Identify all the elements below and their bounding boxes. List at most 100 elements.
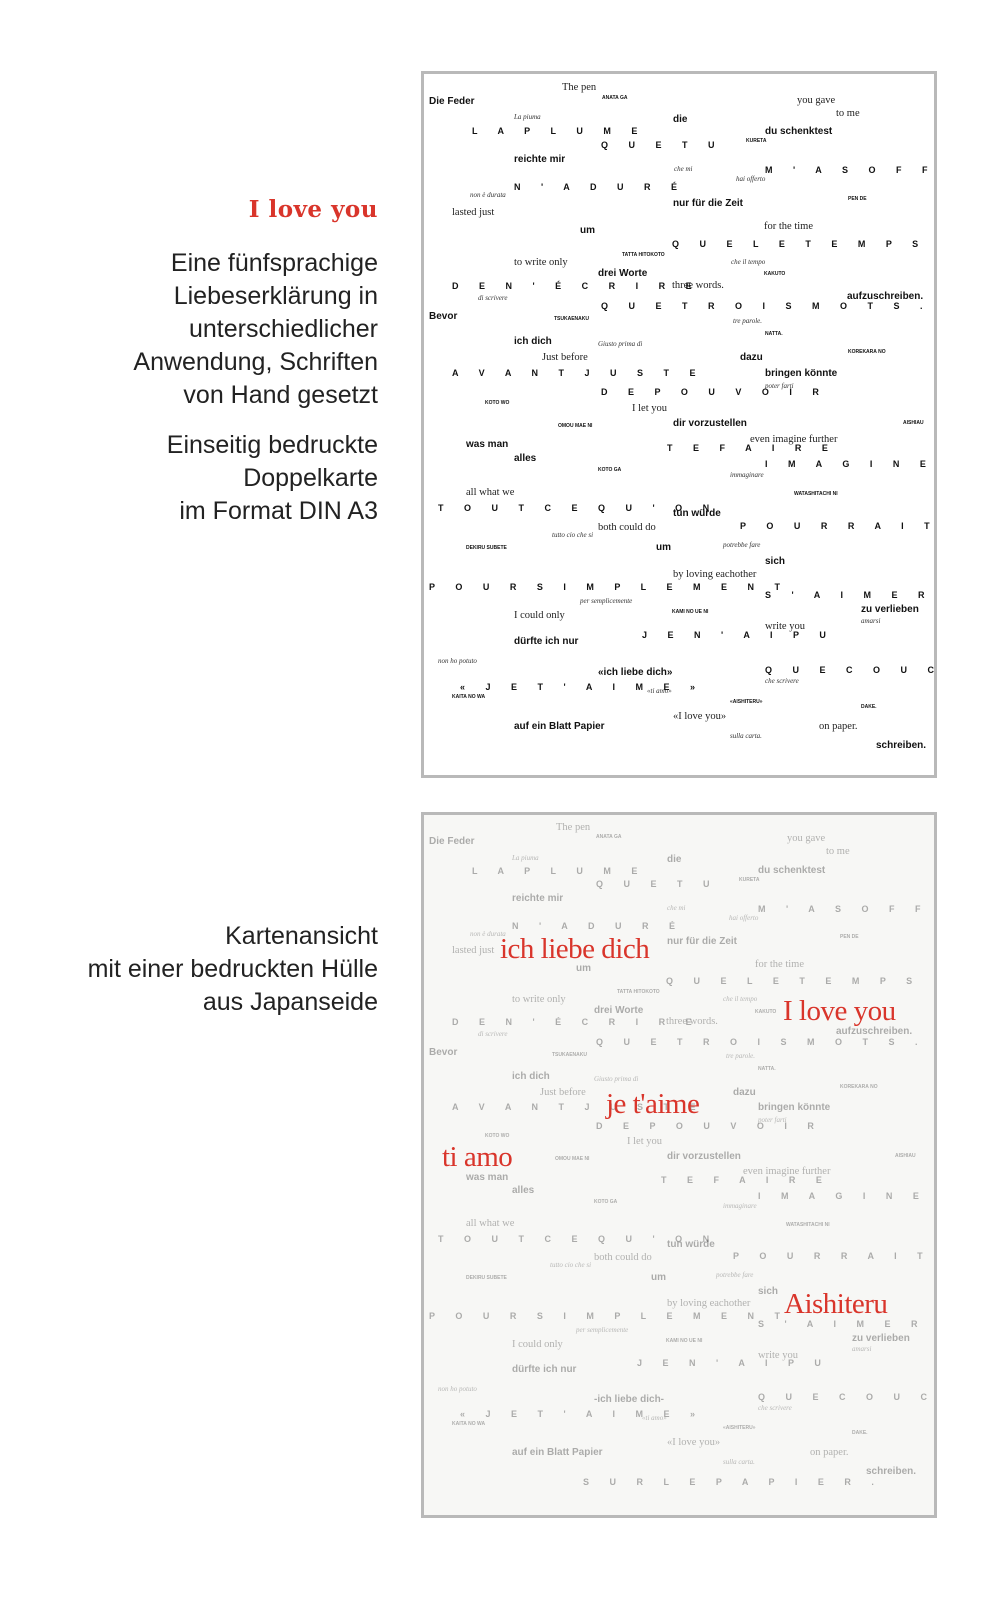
format-text: Einseitig bedruckte Doppelkarte im Forma… <box>167 429 378 528</box>
card-word: DAKE. <box>861 704 877 710</box>
card-word: on paper. <box>819 721 858 732</box>
card-word: per semplicemente <box>580 597 633 605</box>
card-word: both could do <box>598 522 656 533</box>
card-word: per semplicemente <box>576 1326 629 1334</box>
card-word: KOTO GA <box>598 467 622 473</box>
card-word: amarsi <box>852 1345 872 1353</box>
title-i-love-you: I love you <box>248 196 378 223</box>
card-word: sulla carta. <box>730 732 762 740</box>
card-word: tre parole. <box>726 1052 756 1060</box>
card-word: AISHIAU <box>895 1153 916 1159</box>
card-word: A V A N T J U S T E <box>452 368 705 378</box>
card-word: bringen könnte <box>765 368 838 379</box>
card-word: Q U E T U <box>596 879 719 889</box>
card-word: T O U T C E Q U ' O N <box>438 1234 719 1244</box>
description-line: Anwendung, Schriften <box>133 348 378 376</box>
card-word: M ' A S O F F E R T E <box>765 165 937 175</box>
card-word: L A P L U M E <box>472 126 647 136</box>
card-word: KOTO WO <box>485 1133 510 1139</box>
overlay-love-phrase: je t'aime <box>606 1088 700 1120</box>
card-word: WATASHITACHI NI <box>794 491 838 497</box>
card-word: du schenktest <box>758 865 826 876</box>
card-word: Bevor <box>429 1047 458 1058</box>
view-line: mit einer bedruckten Hülle <box>87 955 378 983</box>
card-word: -ich liebe dich- <box>594 1394 665 1405</box>
card-word: ich dich <box>514 336 552 347</box>
card-word: dazu <box>740 352 763 363</box>
card-word: Just before <box>540 1087 586 1098</box>
card-word: sich <box>758 1286 779 1297</box>
card-word: M ' A S O F F E R T E <box>758 904 934 914</box>
card-word: nur für die Zeit <box>673 198 743 209</box>
card-word: T E F A I R E <box>667 443 837 453</box>
card-word: even imagine further <box>743 1166 831 1177</box>
description-line: Eine fünfsprachige <box>170 249 378 277</box>
card-word: che scrivere <box>758 1404 792 1412</box>
card-word: Just before <box>542 352 588 363</box>
card-title: I love you <box>249 196 378 223</box>
card-word: hai offerto <box>729 914 759 922</box>
card-word: zu verlieben <box>852 1333 910 1344</box>
card-word: di scrivere <box>478 1030 508 1038</box>
card-word: DAKE. <box>852 1430 868 1436</box>
card-word: nur für die Zeit <box>667 936 737 947</box>
overlay-love-phrase: ich liebe dich <box>500 933 650 965</box>
card-word: J E N ' A I P U <box>637 1358 830 1368</box>
card-word: schreiben. <box>866 1466 917 1477</box>
card-word: P O U R S I M P L E M E N T <box>429 1311 790 1321</box>
card-word: L A P L U M E <box>472 866 647 876</box>
card-word: drei Worte <box>594 1005 644 1016</box>
card-word: «I love you» <box>667 1437 721 1448</box>
card-word: KOREKARA NO <box>848 349 886 355</box>
card-word: La piuma <box>514 113 541 121</box>
card-word: T E F A I R E <box>661 1175 831 1185</box>
card-word: Q U E C O U C H E R <box>765 665 934 675</box>
card-word: KAKUTO <box>764 271 786 277</box>
card-word: I M A G I N E R <box>758 1191 937 1201</box>
card-word: KURETA <box>746 138 767 144</box>
card-word: KOTO GA <box>594 1199 618 1205</box>
card-word: S U R L E P A P I E R . <box>583 1477 883 1487</box>
card-word: PEN DE <box>840 934 859 940</box>
card-word: dazu <box>733 1087 756 1098</box>
card-word: auf ein Blatt Papier <box>514 721 605 732</box>
card-word: I let you <box>627 1136 662 1147</box>
card-word: um <box>580 225 595 236</box>
card-word: «AISHITERU» <box>730 699 763 705</box>
card-word: sulla carta. <box>723 1458 755 1466</box>
card-word: tun würde <box>673 508 721 519</box>
card-word: KOREKARA NO <box>840 1084 878 1090</box>
card-word: aufzuschreiben. <box>847 291 924 302</box>
card-word: Giusto prima di <box>598 340 643 348</box>
card-word: by loving eachother <box>673 569 757 580</box>
card-word: reichte mir <box>514 154 566 165</box>
card-word: Q U E L E T E M P S <box>672 239 928 249</box>
overlay-love-phrase: ti amo <box>442 1141 513 1173</box>
description-line: Liebeserklärung in <box>173 282 378 310</box>
card-word: to write only <box>514 257 568 268</box>
card-word: Die Feder <box>429 96 475 107</box>
card-word: lasted just <box>452 207 495 218</box>
card-word: non è durata <box>470 191 506 199</box>
card-word: OMOU MAE NI <box>555 1156 590 1162</box>
card-word: KAITA NO WA <box>452 1421 486 1427</box>
card-word: PEN DE <box>848 196 867 202</box>
overlay-love-phrase: Aishiteru <box>784 1288 888 1320</box>
card-word: drei Worte <box>598 268 648 279</box>
card-word: bringen könnte <box>758 1102 831 1113</box>
card-word: immaginare <box>723 1202 757 1210</box>
view-line: aus Japanseide <box>202 988 378 1016</box>
card-word: S ' A I M E R <box>765 590 934 600</box>
card-word: che mi <box>667 904 686 912</box>
card-word: die <box>673 114 688 125</box>
card-word: «AISHITERU» <box>723 1425 756 1431</box>
card-word: KAITA NO WA <box>452 694 486 700</box>
card-word: KOTO WO <box>485 400 510 406</box>
card-print-view: The pen Die Feder ANATA GA you gave to me La … <box>421 71 937 778</box>
card-word: non è durata <box>470 930 506 938</box>
card-word: potrebbe fare <box>716 1271 754 1279</box>
card-word: ich dich <box>512 1071 550 1082</box>
card-word: even imagine further <box>750 434 838 445</box>
card-word: dürfte ich nur <box>514 636 579 647</box>
card-word: write you <box>758 1350 798 1361</box>
